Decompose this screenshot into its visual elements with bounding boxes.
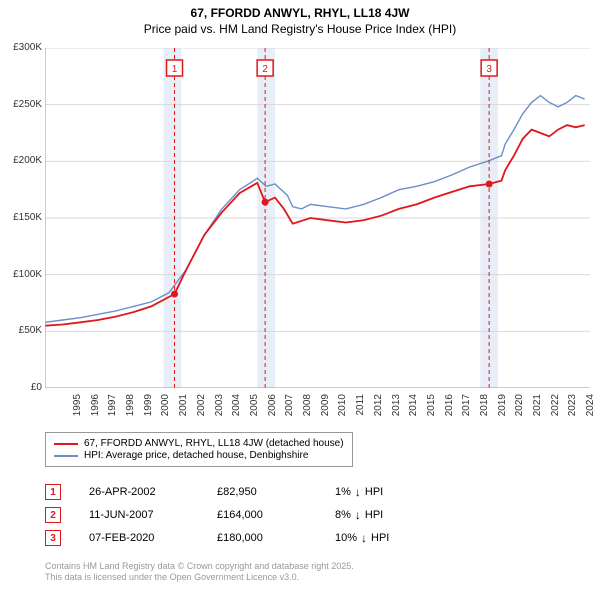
x-tick-label: 2005 (249, 394, 260, 424)
y-tick-label: £50K (2, 325, 42, 336)
sale-diff: 1% ↓ HPI (335, 486, 383, 498)
x-tick-label: 2010 (337, 394, 348, 424)
x-tick-label: 2017 (461, 394, 472, 424)
sale-badge: 1 (45, 484, 61, 500)
legend-label: 67, FFORDD ANWYL, RHYL, LL18 4JW (detach… (84, 438, 344, 449)
x-tick-label: 2022 (550, 394, 561, 424)
legend-swatch (54, 455, 78, 457)
arrow-down-icon: ↓ (355, 509, 361, 521)
arrow-down-icon: ↓ (361, 532, 367, 544)
x-tick-label: 2016 (444, 394, 455, 424)
x-tick-label: 2000 (160, 394, 171, 424)
chart-subtitle: Price paid vs. HM Land Registry's House … (0, 20, 600, 36)
series-line (45, 125, 585, 326)
sale-price: £164,000 (217, 509, 307, 521)
sale-row: 2 11-JUN-2007 £164,000 8% ↓ HPI (45, 506, 389, 524)
sale-diff: 10% ↓ HPI (335, 532, 389, 544)
x-tick-label: 2012 (373, 394, 384, 424)
y-tick-label: £250K (2, 99, 42, 110)
sale-marker-number: 2 (262, 64, 268, 75)
sale-price: £180,000 (217, 532, 307, 544)
footer-line1: Contains HM Land Registry data © Crown c… (45, 561, 354, 573)
sale-diff-pct: 8% (335, 509, 351, 521)
x-tick-label: 2023 (567, 394, 578, 424)
sale-row: 3 07-FEB-2020 £180,000 10% ↓ HPI (45, 529, 389, 547)
x-tick-label: 1995 (72, 394, 83, 424)
x-tick-label: 2007 (284, 394, 295, 424)
footer-attribution: Contains HM Land Registry data © Crown c… (45, 561, 354, 584)
x-tick-label: 2009 (320, 394, 331, 424)
chart-container: 67, FFORDD ANWYL, RHYL, LL18 4JW Price p… (0, 0, 600, 590)
x-tick-label: 2020 (514, 394, 525, 424)
x-tick-label: 2011 (355, 394, 366, 424)
x-tick-label: 1998 (125, 394, 136, 424)
series-line (45, 96, 585, 323)
sale-marker-number: 3 (486, 64, 492, 75)
x-tick-label: 2021 (532, 394, 543, 424)
x-tick-label: 1997 (107, 394, 118, 424)
legend-item: 67, FFORDD ANWYL, RHYL, LL18 4JW (detach… (54, 438, 344, 449)
sale-marker-dot (486, 181, 493, 188)
x-tick-label: 2002 (196, 394, 207, 424)
footer-line2: This data is licensed under the Open Gov… (45, 572, 354, 584)
y-tick-label: £200K (2, 155, 42, 166)
x-tick-label: 2019 (497, 394, 508, 424)
x-tick-label: 2024 (585, 394, 596, 424)
x-tick-label: 2004 (231, 394, 242, 424)
x-tick-label: 2018 (479, 394, 490, 424)
sale-badge: 2 (45, 507, 61, 523)
x-tick-label: 2001 (178, 394, 189, 424)
sale-date: 11-JUN-2007 (89, 509, 189, 521)
x-tick-label: 1996 (90, 394, 101, 424)
x-tick-label: 2013 (391, 394, 402, 424)
sale-diff-pct: 1% (335, 486, 351, 498)
legend-item: HPI: Average price, detached house, Denb… (54, 450, 344, 461)
chart-title: 67, FFORDD ANWYL, RHYL, LL18 4JW (0, 0, 600, 20)
plot-area: 1 2 3 (45, 48, 590, 388)
x-tick-label: 2006 (267, 394, 278, 424)
sale-marker-dot (262, 199, 269, 206)
x-tick-label: 2015 (426, 394, 437, 424)
legend: 67, FFORDD ANWYL, RHYL, LL18 4JW (detach… (45, 432, 353, 467)
sale-diff-pct: 10% (335, 532, 357, 544)
y-tick-label: £150K (2, 212, 42, 223)
sale-marker-number: 1 (172, 64, 178, 75)
legend-label: HPI: Average price, detached house, Denb… (84, 450, 308, 461)
x-tick-label: 2008 (302, 394, 313, 424)
sale-diff-vs: HPI (371, 532, 389, 544)
y-tick-label: £0 (2, 382, 42, 393)
sale-date: 26-APR-2002 (89, 486, 189, 498)
chart-svg: 1 2 3 (45, 48, 590, 388)
sale-marker-dot (171, 290, 178, 297)
sales-table: 1 26-APR-2002 £82,950 1% ↓ HPI 2 11-JUN-2007 £16… (45, 478, 389, 552)
y-tick-label: £100K (2, 269, 42, 280)
sale-diff: 8% ↓ HPI (335, 509, 383, 521)
y-tick-label: £300K (2, 42, 42, 53)
sale-diff-vs: HPI (365, 486, 383, 498)
sale-badge: 3 (45, 530, 61, 546)
legend-swatch (54, 443, 78, 445)
x-tick-label: 2003 (214, 394, 225, 424)
sale-price: £82,950 (217, 486, 307, 498)
sale-row: 1 26-APR-2002 £82,950 1% ↓ HPI (45, 483, 389, 501)
sale-date: 07-FEB-2020 (89, 532, 189, 544)
arrow-down-icon: ↓ (355, 486, 361, 498)
sale-diff-vs: HPI (365, 509, 383, 521)
x-tick-label: 1999 (143, 394, 154, 424)
x-tick-label: 2014 (408, 394, 419, 424)
